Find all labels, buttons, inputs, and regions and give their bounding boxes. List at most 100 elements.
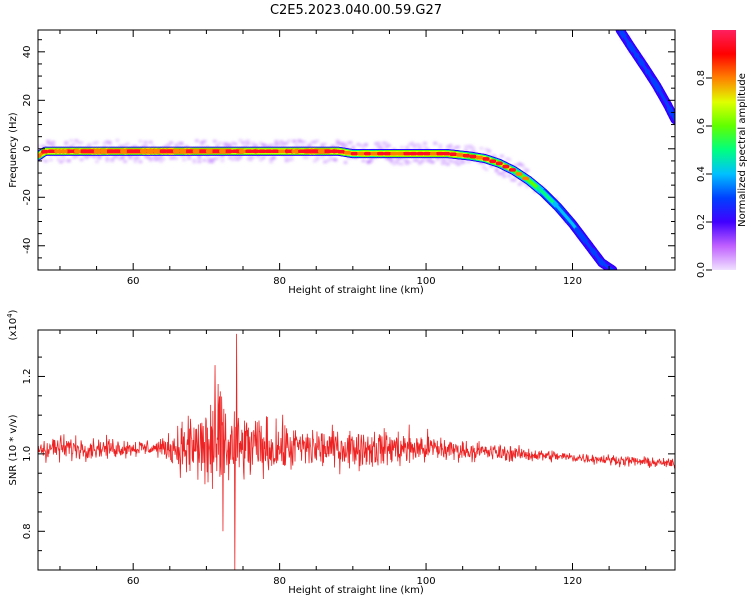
- halo-cell: [169, 141, 174, 145]
- halo-cell: [407, 161, 412, 165]
- snr-frame: [37, 329, 676, 571]
- halo-cell: [346, 141, 351, 145]
- hotspot: [278, 149, 286, 154]
- halo-cell: [453, 160, 458, 164]
- halo-cell: [497, 172, 502, 176]
- hotspot: [60, 149, 68, 154]
- halo-cell: [292, 140, 297, 144]
- halo-cell: [220, 159, 225, 163]
- halo-cell: [323, 142, 328, 146]
- halo-cell: [164, 145, 169, 149]
- spectrogram-y-tick-label: -40: [22, 238, 33, 254]
- halo-cell: [64, 142, 69, 146]
- snr-x-tick-label: 100: [417, 576, 436, 587]
- hotspot: [172, 149, 180, 154]
- halo-cell: [463, 145, 468, 149]
- halo-cell: [487, 149, 492, 153]
- hotspot: [205, 149, 213, 154]
- halo-cell: [87, 144, 92, 148]
- halo-cell: [384, 156, 389, 160]
- halo-cell: [346, 155, 351, 159]
- hotspot: [186, 149, 194, 154]
- halo-cell: [410, 143, 415, 147]
- spectrogram-marks: [38, 30, 675, 270]
- halo-cell: [446, 145, 451, 149]
- halo-cell: [64, 140, 69, 144]
- halo-cell: [448, 144, 453, 148]
- halo-cell: [502, 170, 507, 174]
- halo-cell: [299, 144, 304, 148]
- hotspot: [403, 151, 411, 156]
- hotspot: [377, 151, 385, 156]
- halo-cell: [512, 178, 517, 182]
- halo-cell: [323, 160, 328, 164]
- halo-cell: [471, 150, 476, 154]
- hotspot: [113, 149, 121, 154]
- halo-cell: [420, 159, 425, 163]
- halo-cell: [397, 162, 402, 166]
- halo-cell: [135, 156, 140, 160]
- halo-cell: [46, 140, 51, 144]
- halo-cell: [399, 162, 404, 166]
- halo-cell: [374, 141, 379, 145]
- halo-cell: [405, 146, 410, 150]
- hotspot: [462, 153, 470, 158]
- colorbar-tick-label: 0.8: [696, 70, 707, 86]
- halo-cell: [246, 157, 251, 161]
- halo-cell: [51, 140, 56, 144]
- halo-cell: [143, 140, 148, 144]
- halo-cell: [228, 144, 233, 148]
- halo-cell: [361, 144, 366, 148]
- halo-cell: [392, 162, 397, 166]
- hotspot: [363, 151, 371, 156]
- halo-cell: [120, 155, 125, 159]
- halo-cell: [348, 140, 353, 144]
- hotspot: [436, 151, 444, 156]
- hotspot: [324, 149, 332, 154]
- halo-cell: [525, 185, 530, 189]
- halo-cell: [125, 142, 130, 146]
- halo-cell: [110, 157, 115, 161]
- halo-cell: [287, 139, 292, 143]
- spectrogram-x-tick-label: 80: [273, 276, 286, 287]
- hotspot: [298, 149, 306, 154]
- halo-cell: [38, 144, 40, 148]
- snr-multiplier-label: (x104): [6, 309, 19, 340]
- halo-cell: [448, 159, 453, 163]
- halo-cell: [105, 140, 110, 144]
- halo-cell: [102, 141, 107, 145]
- hotspot: [133, 149, 141, 154]
- hotspot: [271, 149, 279, 154]
- halo-cell: [146, 154, 151, 158]
- colorbar-tick-label: 0.6: [696, 118, 707, 134]
- hotspot: [258, 149, 266, 154]
- halo-cell: [223, 141, 228, 145]
- hotspot: [232, 149, 240, 154]
- halo-cell: [261, 143, 266, 147]
- halo-cell: [476, 160, 481, 164]
- halo-cell: [340, 141, 345, 145]
- halo-cell: [458, 159, 463, 163]
- halo-cell: [507, 158, 512, 162]
- halo-cell: [469, 144, 474, 148]
- halo-cell: [74, 155, 79, 159]
- hotspot: [192, 149, 200, 154]
- halo-cell: [397, 157, 402, 161]
- halo-cell: [107, 141, 112, 145]
- halo-cell: [128, 156, 133, 160]
- halo-cell: [340, 145, 345, 149]
- spectrogram-x-tick-label: 120: [563, 276, 582, 287]
- halo-cell: [41, 144, 46, 148]
- halo-cell: [364, 142, 369, 146]
- hotspot: [344, 150, 352, 155]
- halo-cell: [48, 142, 53, 146]
- halo-cell: [110, 159, 115, 163]
- halo-cell: [305, 156, 310, 160]
- halo-cell: [282, 142, 287, 146]
- spectrogram-x-tick-label: 100: [417, 276, 436, 287]
- halo-cell: [453, 146, 458, 150]
- hotspot: [74, 149, 82, 154]
- halo-cell: [484, 147, 489, 151]
- halo-cell: [138, 139, 143, 143]
- halo-cell: [258, 158, 263, 162]
